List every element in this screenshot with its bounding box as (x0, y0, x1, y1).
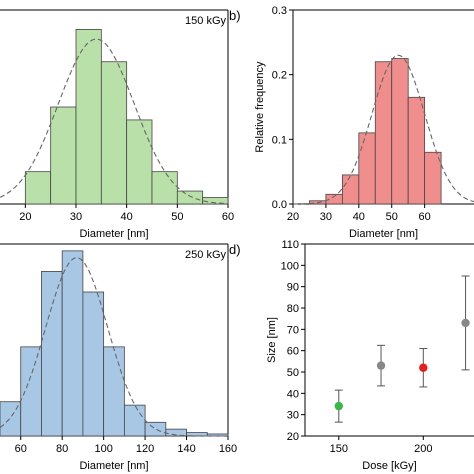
x-tick-label: 40 (121, 211, 133, 223)
histogram-bar (202, 197, 229, 205)
y-tick-label: 0.3 (272, 5, 287, 17)
x-tick-label: 50 (171, 211, 183, 223)
histogram-bar (103, 346, 125, 437)
histogram-bar (20, 346, 42, 437)
histogram-bar (358, 132, 376, 205)
gaussian-fit-curve (0, 38, 229, 205)
histogram-bar (424, 151, 442, 205)
histogram-bar (151, 171, 178, 205)
dose-annotation: 150 kGy (185, 15, 226, 27)
histogram-150kgy: 20 30 40 50 60 Diameter [nm] 150 kGy (0, 9, 234, 240)
x-tick-label: 160 (219, 443, 237, 455)
y-tick-label: 50 (287, 367, 299, 379)
histogram-bar (407, 96, 426, 205)
x-axis-title: Diameter [nm] (349, 228, 418, 240)
dose-annotation: 250 kGy (185, 249, 226, 261)
x-tick-label: 60 (222, 211, 234, 223)
x-tick-label: 50 (386, 211, 398, 223)
histogram-bar (100, 61, 128, 205)
histogram-bar (144, 421, 167, 437)
y-tick-label: 60 (287, 346, 299, 358)
histogram-bar (123, 404, 146, 437)
y-tick-label: 110 (281, 239, 299, 251)
y-tick-label: 70 (287, 324, 299, 336)
y-tick-label: 0.1 (272, 134, 287, 146)
x-axis-title: Diameter [nm] (79, 228, 148, 240)
histogram-bar (374, 61, 393, 205)
histogram-b: 20 30 40 50 60 0.0 0.1 0.2 0.3 Diameter [nm] Relat… (229, 5, 474, 240)
histogram-bar (206, 433, 229, 437)
histogram-bar (176, 190, 204, 205)
data-point (376, 361, 386, 370)
y-axis-title: Size [nm] (266, 317, 278, 363)
x-tick-label: 140 (177, 443, 195, 455)
x-axis-title: Diameter [nm] (79, 460, 148, 472)
histogram-bar (75, 28, 102, 205)
data-point (461, 318, 470, 328)
x-tick-label: 80 (56, 443, 68, 455)
size-vs-dose-plot: 150 200 20 30 40 50 60 70 80 90 100 110 Dose [kGy] Si… (229, 239, 474, 472)
x-tick-label: 60 (15, 443, 27, 455)
histogram-bar (61, 250, 84, 437)
x-tick-label: 60 (419, 211, 431, 223)
x-tick-label: 30 (70, 211, 82, 223)
x-tick-label: 100 (94, 443, 112, 455)
histogram-bar (41, 271, 63, 437)
y-tick-label: 30 (287, 410, 299, 422)
data-point (334, 401, 343, 411)
histogram-bar (24, 171, 52, 205)
y-axis-title: Relative frequency (254, 61, 266, 153)
x-tick-label: 40 (353, 211, 365, 223)
x-tick-label: 30 (320, 211, 332, 223)
histogram-bar (126, 119, 153, 205)
y-tick-label: 20 (287, 431, 299, 443)
histogram-bar (50, 106, 77, 205)
panel-label: b) (229, 8, 241, 23)
histogram-bar (341, 174, 360, 205)
panel-label: d) (229, 242, 241, 257)
gaussian-fit-curve (0, 257, 228, 437)
y-tick-label: 0.2 (272, 70, 287, 82)
x-tick-label: 20 (19, 211, 31, 223)
x-tick-label: 150 (330, 443, 348, 455)
histogram-bar (82, 291, 105, 437)
y-tick-label: 80 (287, 303, 299, 315)
x-axis-title: Dose [kGy] (362, 460, 416, 472)
x-tick-label: 20 (287, 211, 299, 223)
y-tick-label: 100 (281, 260, 299, 272)
histogram-250kgy: 60 80 100 120 140 160 Diameter [nm] 250 kGy (0, 243, 237, 472)
y-tick-label: 0.0 (272, 199, 287, 211)
y-tick-label: 40 (287, 388, 299, 400)
data-point (419, 363, 428, 372)
x-tick-label: 120 (136, 443, 154, 455)
histogram-bar (391, 58, 409, 205)
x-tick-label: 200 (414, 443, 432, 455)
y-tick-label: 90 (287, 282, 299, 294)
